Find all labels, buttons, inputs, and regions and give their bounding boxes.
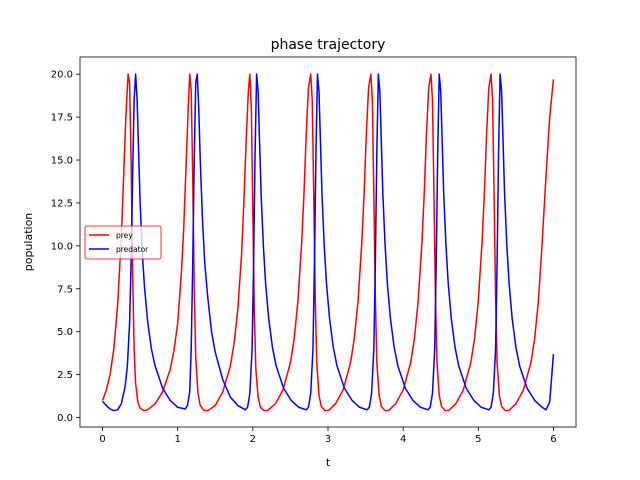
x-tick-label: 4 — [400, 434, 406, 445]
x-tick-label: 5 — [475, 434, 481, 445]
plot-frame — [79, 56, 577, 428]
y-tick-label: 12.5 — [51, 198, 73, 209]
series-layer — [101, 73, 555, 412]
legend-label-predator: predator — [116, 245, 149, 254]
y-tick-label: 2.5 — [57, 370, 73, 381]
x-tick-label: 6 — [550, 434, 556, 445]
y-tick-label: 5.0 — [57, 327, 73, 338]
y-tick-label: 15.0 — [51, 156, 73, 167]
y-axis-label: population — [22, 213, 35, 272]
y-tick-label: 0.0 — [57, 413, 73, 424]
legend: prey predator — [84, 225, 162, 260]
x-tick-label: 3 — [325, 434, 331, 445]
ticks-layer: 0 1 2 3 4 5 6 0.0 2.5 5.0 7.5 10.0 12.5 15.0 17.5 20.0 — [51, 70, 557, 445]
chart-title: phase trajectory — [271, 37, 386, 53]
series-line-predator — [101, 73, 555, 412]
y-tick-label: 17.5 — [51, 113, 73, 124]
legend-label-prey: prey — [116, 231, 133, 240]
series-line-prey — [101, 73, 555, 412]
x-tick-label: 0 — [99, 434, 105, 445]
y-tick-label: 7.5 — [57, 284, 73, 295]
x-axis-label: t — [326, 456, 331, 469]
x-tick-label: 1 — [175, 434, 181, 445]
y-tick-label: 20.0 — [51, 70, 73, 81]
y-tick-label: 10.0 — [51, 241, 73, 252]
x-tick-label: 2 — [250, 434, 256, 445]
